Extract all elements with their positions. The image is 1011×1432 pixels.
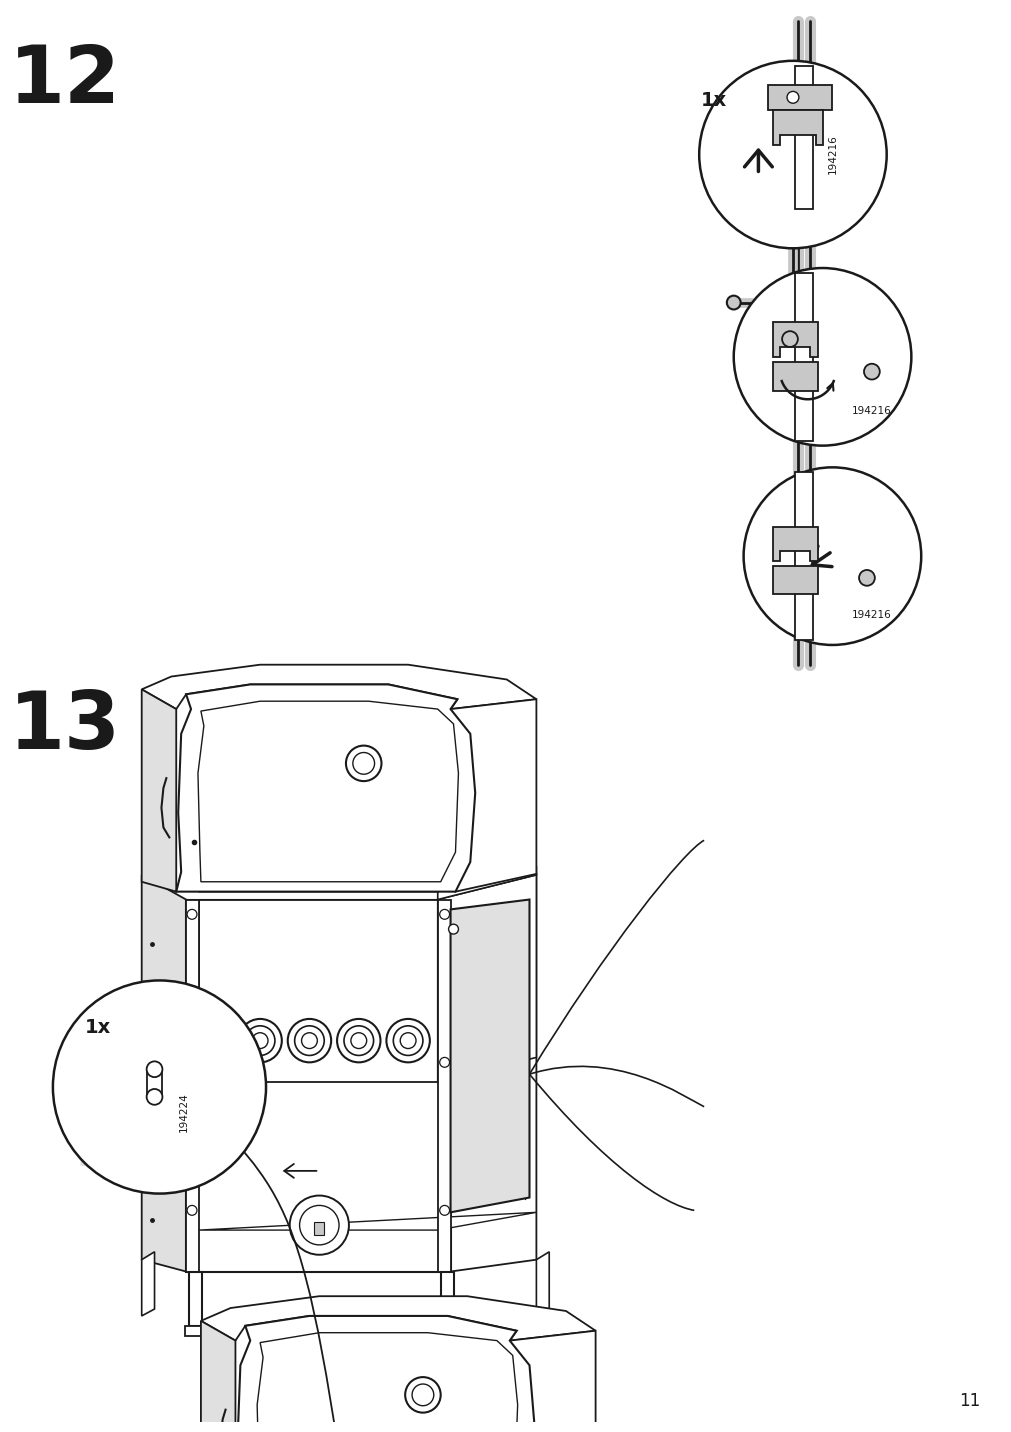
Circle shape	[439, 1057, 449, 1067]
Polygon shape	[450, 699, 536, 892]
Circle shape	[743, 467, 920, 644]
Text: 12: 12	[9, 42, 120, 119]
Circle shape	[294, 1025, 324, 1055]
Polygon shape	[794, 66, 812, 209]
Circle shape	[147, 1088, 163, 1104]
Polygon shape	[437, 1326, 457, 1336]
Circle shape	[337, 1020, 380, 1063]
Polygon shape	[438, 866, 536, 899]
Circle shape	[399, 1032, 416, 1048]
Circle shape	[733, 268, 911, 445]
Polygon shape	[236, 1316, 534, 1432]
Polygon shape	[314, 1221, 324, 1234]
Polygon shape	[81, 1038, 218, 1166]
Text: 1x: 1x	[85, 1018, 111, 1037]
Polygon shape	[772, 362, 817, 391]
Polygon shape	[201, 1296, 595, 1340]
Text: 194216: 194216	[827, 135, 836, 175]
Circle shape	[299, 1206, 339, 1244]
Text: 13: 13	[9, 687, 120, 766]
Polygon shape	[198, 702, 458, 882]
Polygon shape	[185, 1326, 205, 1336]
Polygon shape	[772, 110, 822, 145]
Polygon shape	[199, 899, 438, 1083]
Circle shape	[782, 331, 797, 347]
Circle shape	[187, 909, 197, 919]
Polygon shape	[772, 527, 817, 561]
Polygon shape	[257, 1333, 518, 1432]
Polygon shape	[142, 664, 536, 709]
Circle shape	[439, 1206, 449, 1216]
Polygon shape	[438, 875, 536, 1083]
Polygon shape	[199, 866, 536, 892]
Circle shape	[289, 1196, 349, 1254]
Circle shape	[439, 909, 449, 919]
Circle shape	[346, 746, 381, 780]
Polygon shape	[772, 566, 817, 594]
Circle shape	[448, 924, 458, 934]
Circle shape	[404, 1378, 440, 1412]
Circle shape	[245, 1025, 275, 1055]
Polygon shape	[450, 875, 536, 1272]
Polygon shape	[794, 274, 812, 441]
Polygon shape	[794, 473, 812, 640]
Circle shape	[787, 92, 798, 103]
Circle shape	[699, 60, 886, 248]
Text: 194216: 194216	[851, 407, 891, 417]
Circle shape	[353, 752, 374, 775]
Text: 11: 11	[958, 1392, 980, 1409]
Circle shape	[187, 1206, 197, 1216]
Polygon shape	[189, 1272, 202, 1326]
Circle shape	[411, 1383, 434, 1406]
Polygon shape	[199, 1213, 536, 1230]
Polygon shape	[510, 1330, 595, 1432]
Circle shape	[351, 1032, 366, 1048]
Polygon shape	[142, 689, 176, 892]
Text: 194224: 194224	[179, 1091, 189, 1131]
Polygon shape	[767, 86, 832, 110]
Circle shape	[386, 1020, 430, 1063]
Polygon shape	[450, 899, 529, 1213]
Polygon shape	[438, 899, 450, 1272]
Polygon shape	[440, 1272, 453, 1326]
Circle shape	[147, 1061, 163, 1077]
Circle shape	[252, 1032, 268, 1048]
Circle shape	[863, 364, 879, 379]
Polygon shape	[186, 899, 199, 1272]
Circle shape	[287, 1020, 331, 1063]
Circle shape	[344, 1025, 373, 1055]
Text: 194216: 194216	[851, 610, 891, 620]
Polygon shape	[176, 684, 475, 892]
Circle shape	[726, 295, 740, 309]
Polygon shape	[147, 1070, 163, 1097]
Circle shape	[53, 981, 266, 1194]
Text: 1x: 1x	[701, 90, 727, 110]
Polygon shape	[201, 1320, 236, 1432]
Circle shape	[239, 1020, 281, 1063]
Polygon shape	[186, 899, 450, 1272]
Circle shape	[187, 1057, 197, 1067]
Circle shape	[301, 1032, 317, 1048]
Polygon shape	[142, 1252, 155, 1316]
Polygon shape	[142, 875, 186, 1272]
Circle shape	[393, 1025, 423, 1055]
Polygon shape	[772, 322, 817, 357]
Circle shape	[858, 570, 874, 586]
Polygon shape	[536, 1252, 549, 1316]
